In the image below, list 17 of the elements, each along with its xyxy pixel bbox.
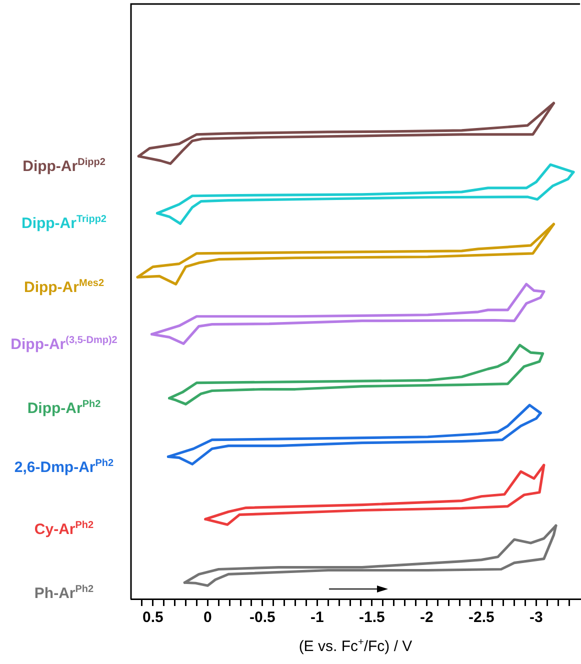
x-tick-label: -0.5 — [249, 609, 276, 626]
x-tick-label: -1.5 — [358, 609, 385, 626]
text: Dipp-Ar$^{Ph2}$ — [26, 398, 102, 418]
text: 2,6-Dmp-Ar$^{Ph2}$ — [13, 456, 115, 477]
x-tick-label: -2 — [420, 609, 434, 626]
x-tick-label: -2.5 — [468, 609, 494, 626]
text: Ph-Ar$^{Ph2}$ — [33, 582, 95, 603]
x-tick-label: 0.5 — [142, 609, 164, 626]
x-tick-label: -3 — [530, 609, 543, 626]
text: Dipp-Ar$^{(3,5-Dmp)2}$ — [10, 334, 118, 354]
x-tick-label: -1 — [310, 609, 324, 626]
text: Dipp-Ar$^{Mes2}$ — [22, 277, 105, 298]
text: Dipp-Ar$^{Tripp2}$ — [20, 213, 108, 234]
text: Cy-Ar$^{Ph2}$ — [33, 519, 95, 540]
x-tick-label: 0 — [203, 609, 212, 626]
x-axis-title: (E vs. Fc$^{+}$/Fc) / V — [298, 637, 414, 655]
text: Dipp-Ar$^{Dipp2}$ — [22, 156, 106, 176]
